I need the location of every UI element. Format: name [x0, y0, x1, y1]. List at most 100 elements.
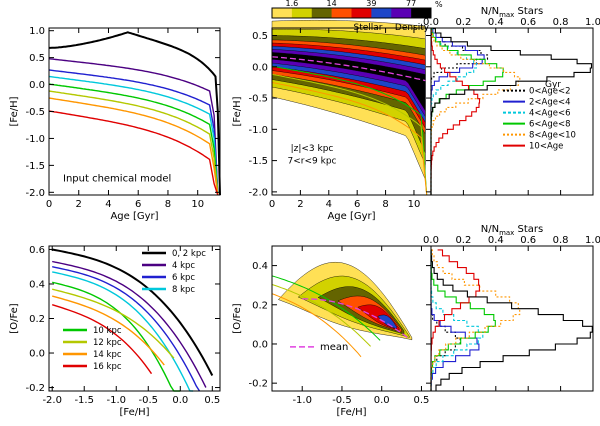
mean-line: [271, 56, 426, 82]
y-tick-label: 0.6: [29, 245, 45, 256]
legend-entry: mean: [320, 342, 348, 353]
x-tick-label: -1.0: [292, 395, 312, 406]
model-overlay-line: [271, 293, 362, 358]
y-tick-label: 0.5: [29, 53, 45, 64]
density-contour-6: [377, 314, 397, 329]
x-axis-label: [Fe/H]: [336, 407, 366, 418]
x-tick-label: 0: [269, 199, 275, 210]
panel-a-frame: [48, 27, 221, 196]
y-tick-label: -2.0: [248, 187, 268, 198]
legend-entry: 4 kpc: [172, 261, 195, 271]
y-axis-label: [Fe/H]: [9, 96, 20, 126]
age-histogram: [430, 28, 521, 195]
x-tick-label: 8: [165, 199, 171, 210]
legend-entry: 6 kpc: [172, 273, 195, 283]
x-tick-label: -0.5: [139, 395, 159, 406]
total-histogram: [430, 249, 593, 391]
legend-entry: 6<Age<8: [529, 120, 571, 130]
model-line-14kpc: [48, 97, 219, 196]
model-line-4kpc: [48, 58, 219, 196]
colorbar-swatch: [411, 8, 432, 18]
y-tick-label: 0.2: [29, 314, 45, 325]
model-line-10kpc: [48, 83, 219, 196]
model-overlay-line: [271, 284, 371, 347]
x-axis-label-main: N/N: [481, 224, 499, 235]
y-axis-label: [Fe/H]: [232, 96, 243, 126]
panel-c-frame: [430, 27, 594, 196]
y-tick-label: -0.2: [248, 379, 268, 390]
abundance-track: [52, 281, 181, 392]
x-tick-label: 10: [191, 199, 204, 210]
legend-entry: 0, 2 kpc: [172, 249, 206, 259]
model-overlay-line: [271, 65, 428, 196]
model-line-12kpc: [48, 90, 219, 196]
density-contour-8: [271, 52, 426, 112]
age-histogram: [430, 28, 481, 195]
legend-entry: 12 kpc: [93, 338, 122, 348]
abundance-track: [52, 295, 165, 366]
legend-entry: 8 kpc: [172, 285, 195, 295]
y-tick-label: 0.0: [252, 339, 268, 350]
colorbar-swatch: [371, 8, 392, 18]
x-tick-label: 0.2: [455, 235, 471, 246]
x-tick-label: 0.8: [553, 17, 569, 28]
abundance-track: [52, 260, 207, 388]
legend-entry: 2<Age<4: [529, 98, 571, 108]
x-axis-label: N/Nmax Stars: [481, 224, 544, 237]
colorbar-tick-label: 77: [406, 0, 416, 8]
model-line-16kpc: [48, 110, 219, 196]
colorbar-swatch: [391, 8, 412, 18]
mean-line: [302, 298, 408, 338]
y-tick-label: 0.4: [29, 279, 45, 290]
abundance-track: [52, 248, 214, 376]
model-line-8kpc: [48, 75, 219, 196]
colorbar-swatch: [331, 8, 352, 18]
colorbar-frame: [271, 7, 432, 19]
colorbar-title: Stellar: [354, 23, 383, 33]
x-tick-label: -0.5: [332, 395, 352, 406]
x-axis-label-suffix: Stars: [514, 224, 543, 235]
x-tick-label: 0.0: [423, 235, 439, 246]
x-tick-label: 10: [408, 199, 421, 210]
x-tick-label: 4: [105, 199, 111, 210]
colorbar-tick-label: 1.6: [286, 0, 299, 8]
legend-entry: 4<Age<6: [529, 109, 571, 119]
x-axis-label-sub: max: [499, 11, 514, 19]
x-tick-label: 6: [354, 199, 360, 210]
annotation: Input chemical model: [63, 174, 171, 185]
y-tick-label: -1.5: [25, 161, 45, 172]
x-axis-label: [Fe/H]: [119, 407, 149, 418]
abundance-track: [51, 304, 153, 375]
model-line-6kpc: [48, 69, 219, 196]
y-tick-label: 0.2: [252, 300, 268, 311]
legend-entry: 0<Age<2: [529, 87, 571, 97]
x-axis-label: Age [Gyr]: [327, 211, 375, 222]
colorbar-swatch: [311, 8, 332, 18]
x-axis-label-sub: max: [499, 229, 514, 237]
x-tick-label: 2: [76, 199, 82, 210]
y-tick-label: -1.0: [25, 134, 45, 145]
y-tick-label: -0.5: [25, 107, 45, 118]
colorbar-tick-label: 39: [366, 0, 376, 8]
legend-entry: 8<Age<10: [529, 131, 576, 141]
colorbar-tick-label: 14: [327, 0, 337, 8]
x-tick-label: 1.0: [585, 235, 600, 246]
abundance-track: [52, 266, 201, 392]
y-tick-label: 0.0: [29, 349, 45, 360]
model-overlay-line: [271, 73, 428, 196]
x-tick-label: 0.6: [520, 235, 536, 246]
y-tick-label: -1.0: [248, 125, 268, 136]
legend-entry: 10 kpc: [93, 326, 122, 336]
y-tick-label: 0.0: [252, 62, 268, 73]
x-tick-label: 0.0: [374, 395, 390, 406]
colorbar-swatch: [272, 8, 293, 18]
age-histogram: [430, 28, 489, 195]
age-histogram: [430, 28, 477, 195]
annotation-line: |z|<3 kpc: [291, 144, 334, 154]
y-tick-label: 0.5: [252, 31, 268, 42]
model-overlay-line: [271, 275, 381, 341]
colorbar-title: Density: [395, 23, 430, 33]
x-tick-label: 0.2: [455, 17, 471, 28]
y-tick-label: -1.5: [248, 156, 268, 167]
